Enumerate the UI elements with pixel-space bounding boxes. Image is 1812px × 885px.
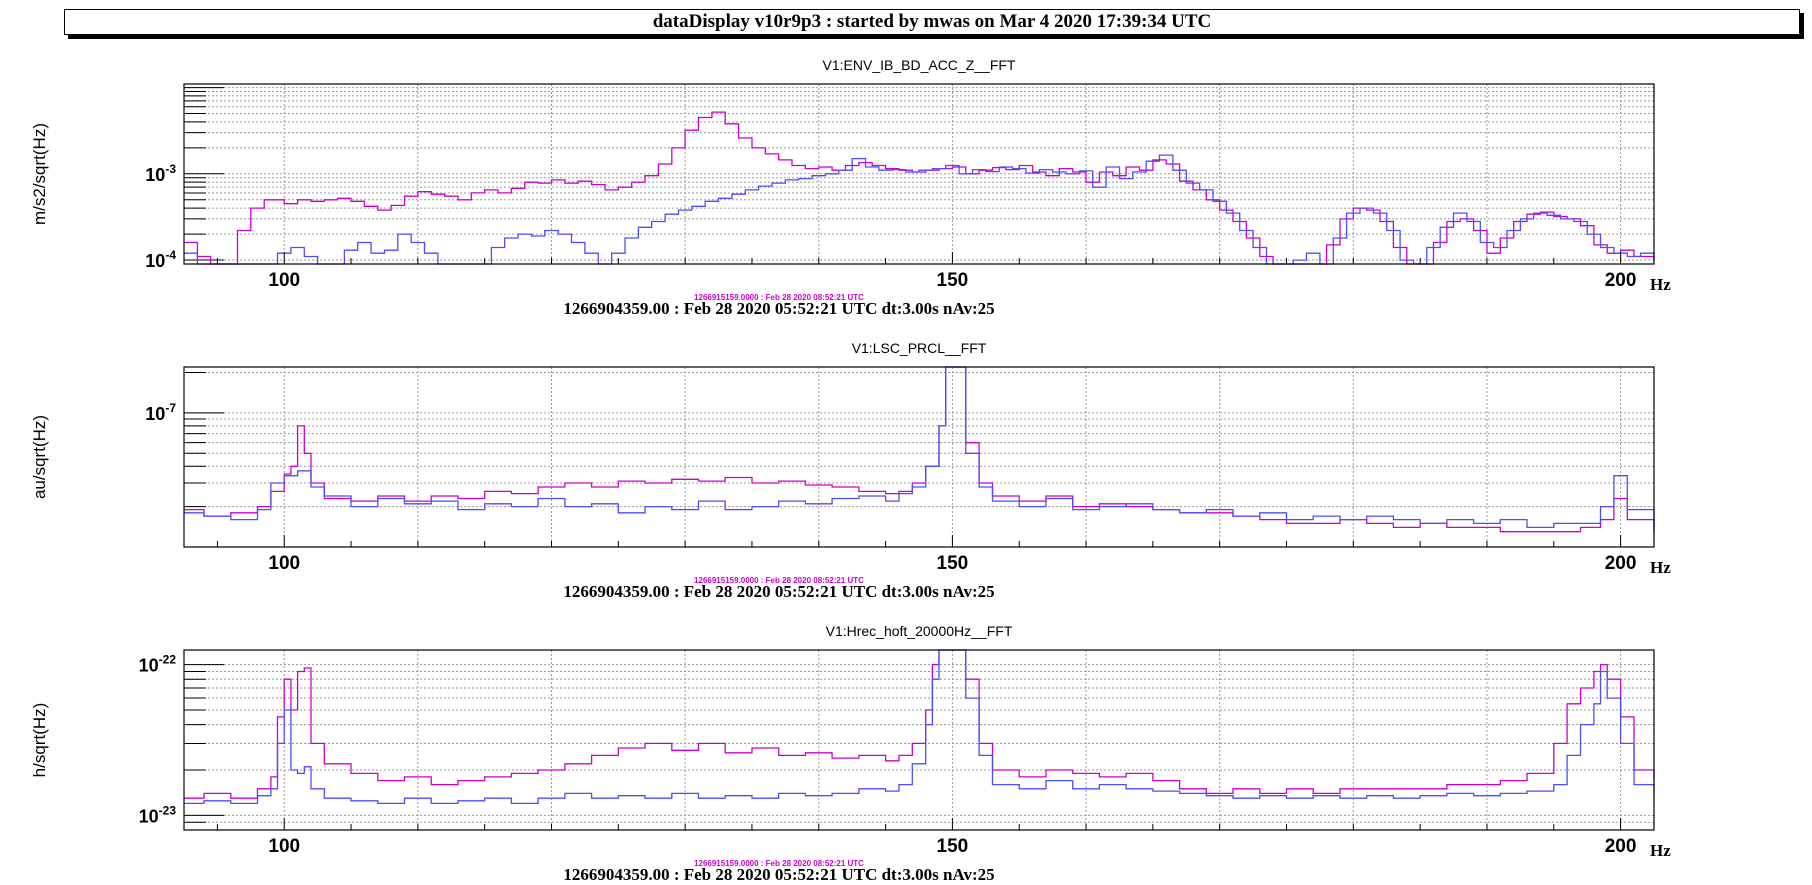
y-axis-label: au/sqrt(Hz) [30, 415, 49, 499]
y-tick-exponent: -22 [159, 653, 177, 667]
y-tick-exponent: -4 [165, 248, 176, 262]
reference-spectrum-line [184, 649, 1655, 799]
x-tick-label: 100 [268, 270, 300, 291]
y-tick-label: 10-23 [139, 803, 177, 826]
x-tick-label: 100 [268, 836, 300, 857]
plot-frame [183, 649, 1655, 831]
plot-frame [183, 83, 1655, 265]
plot-frame [183, 366, 1655, 548]
measurement-footer: 1266904359.00 : Feb 28 2020 05:52:21 UTC… [563, 299, 994, 318]
x-axis-unit: Hz [1650, 558, 1671, 577]
current-spectrum-line [184, 366, 1655, 530]
x-tick-label: 150 [937, 270, 969, 291]
y-tick-exponent: -3 [165, 162, 176, 176]
reference-timestamp-label: 1266915159.0000 : Feb 28 2020 08:52:21 U… [694, 859, 864, 868]
measurement-footer: 1266904359.00 : Feb 28 2020 05:52:21 UTC… [563, 865, 994, 884]
x-tick-label: 150 [937, 553, 969, 574]
reference-spectrum-line [184, 111, 1655, 265]
current-spectrum-line [184, 154, 1655, 265]
y-tick-base: 10 [139, 806, 159, 826]
measurement-footer: 1266904359.00 : Feb 28 2020 05:52:21 UTC… [563, 582, 994, 601]
y-tick-base: 10 [145, 404, 165, 424]
y-tick-label: 10-4 [145, 248, 176, 271]
y-tick-exponent: -7 [165, 401, 176, 415]
y-tick-exponent: -23 [159, 803, 177, 817]
x-tick-label: 200 [1605, 270, 1637, 291]
y-tick-base: 10 [139, 656, 159, 676]
x-tick-label: 150 [937, 836, 969, 857]
y-tick-label: 10-22 [139, 653, 177, 676]
current-spectrum-line [184, 649, 1655, 805]
reference-timestamp-label: 1266915159.0000 : Feb 28 2020 08:52:21 U… [694, 576, 864, 585]
reference-spectrum-line [184, 366, 1655, 534]
panel-title: V1:LSC_PRCL__FFT [852, 340, 987, 356]
y-tick-label: 10-3 [145, 162, 176, 185]
panel-title: V1:Hrec_hoft_20000Hz__FFT [826, 623, 1013, 639]
y-tick-base: 10 [145, 165, 165, 185]
y-axis-label: h/sqrt(Hz) [30, 703, 49, 778]
x-tick-label: 200 [1605, 553, 1637, 574]
y-tick-label: 10-7 [145, 401, 176, 424]
y-axis-label: m/s2/sqrt(Hz) [30, 123, 49, 225]
panel-title: V1:ENV_IB_BD_ACC_Z__FFT [823, 57, 1016, 73]
x-tick-label: 200 [1605, 836, 1637, 857]
x-axis-unit: Hz [1650, 841, 1671, 860]
x-axis-unit: Hz [1650, 275, 1671, 294]
y-tick-base: 10 [145, 251, 165, 271]
x-tick-label: 100 [268, 553, 300, 574]
window-title: dataDisplay v10r9p3 : started by mwas on… [64, 9, 1800, 35]
reference-timestamp-label: 1266915159.0000 : Feb 28 2020 08:52:21 U… [694, 293, 864, 302]
